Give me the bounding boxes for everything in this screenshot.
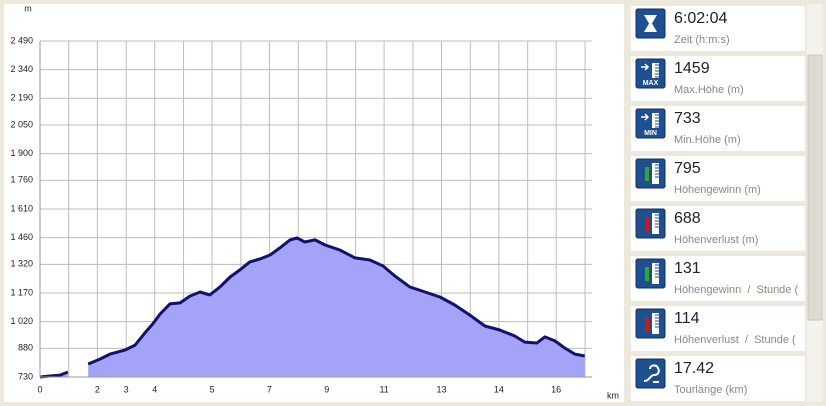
stat-value: 131 (674, 260, 701, 277)
stat-value: 733 (674, 110, 701, 127)
y-tick-label: 2 340 (10, 64, 33, 74)
hourglass (644, 15, 657, 32)
y-unit: m (24, 3, 32, 13)
stat-item: 17.42 Tourlänge (km) (631, 356, 805, 401)
stat-label: Höhenverlust (m) (674, 234, 758, 246)
x-tick-label: 11 (379, 384, 388, 394)
stat-value: 688 (674, 210, 701, 227)
stat-label: Tourlänge (km) (674, 384, 747, 396)
x-tick-label: 0 (37, 384, 42, 394)
stat-item: 688 Höhenverlust (m) (631, 206, 805, 251)
x-tick-label: 13 (436, 384, 446, 394)
stat-value: 114 (674, 310, 700, 327)
stat-label: Höhenverlust / Stunde ( (674, 334, 796, 346)
stat-item: 131 Höhengewinn / Stunde ( (631, 256, 805, 301)
stat-label: Zeit (h:m:s) (674, 34, 730, 46)
stat-item: 795 Höhengewinn (m) (631, 156, 805, 201)
stat-item: 6:02:04 Zeit (h:m:s) (631, 6, 805, 51)
stat-value: 1459 (674, 60, 710, 77)
stat-icon (635, 358, 666, 389)
icon-text: MAX (643, 80, 659, 87)
arrow (641, 113, 650, 121)
stat-item: 114 Höhenverlust / Stunde ( (631, 306, 805, 351)
x-tick-label: 5 (210, 384, 215, 394)
stat-value: 6:02:04 (674, 10, 727, 27)
y-tick-label: 1 610 (10, 203, 33, 213)
stat-value: 795 (674, 160, 701, 177)
y-tick-label: 1 320 (10, 259, 33, 269)
x-tick-label: 14 (494, 384, 504, 394)
arrow (645, 317, 649, 331)
route-icon (643, 364, 660, 383)
y-tick-label: 1 170 (10, 287, 33, 297)
y-tick-label: 1 900 (10, 148, 33, 158)
x-unit: km (607, 390, 619, 400)
y-tick-label: 2 050 (10, 119, 33, 129)
stat-label: Min.Höhe (m) (674, 134, 741, 146)
stat-label: Höhengewinn (m) (674, 184, 761, 196)
area (88, 238, 585, 377)
arrow (645, 267, 649, 281)
stat-icon (635, 158, 666, 189)
icon-text: MIN (644, 130, 657, 137)
stat-icon (635, 308, 666, 339)
stat-icon (635, 258, 666, 289)
stat-icon (635, 208, 666, 239)
stat-item: MAX 1459 Max.Höhe (m) (631, 56, 805, 101)
x-tick-label: 7 (267, 384, 272, 394)
y-tick-label: 730 (18, 371, 33, 381)
arrow (641, 63, 650, 71)
stat-value: 17.42 (674, 360, 714, 377)
stat-label: Höhengewinn / Stunde ( (674, 284, 798, 296)
y-tick-label: 2 190 (10, 93, 33, 103)
y-tick-label: 1 760 (10, 175, 33, 185)
scroll-thumb[interactable] (807, 54, 823, 321)
y-tick-label: 1 020 (10, 316, 33, 326)
x-tick-label: 2 (95, 384, 100, 394)
x-tick-label: 9 (324, 384, 329, 394)
y-tick-label: 1 460 (10, 232, 33, 242)
x-tick-label: 16 (551, 384, 561, 394)
y-tick-label: 2 490 (10, 35, 33, 45)
x-tick-label: 3 (124, 384, 129, 394)
x-tick-label: 4 (152, 384, 157, 394)
y-tick-label: 880 (18, 343, 33, 353)
stat-label: Max.Höhe (m) (674, 84, 744, 96)
stat-item: MIN 733 Min.Höhe (m) (631, 106, 805, 151)
arrow (645, 217, 649, 231)
arrow (645, 167, 649, 181)
